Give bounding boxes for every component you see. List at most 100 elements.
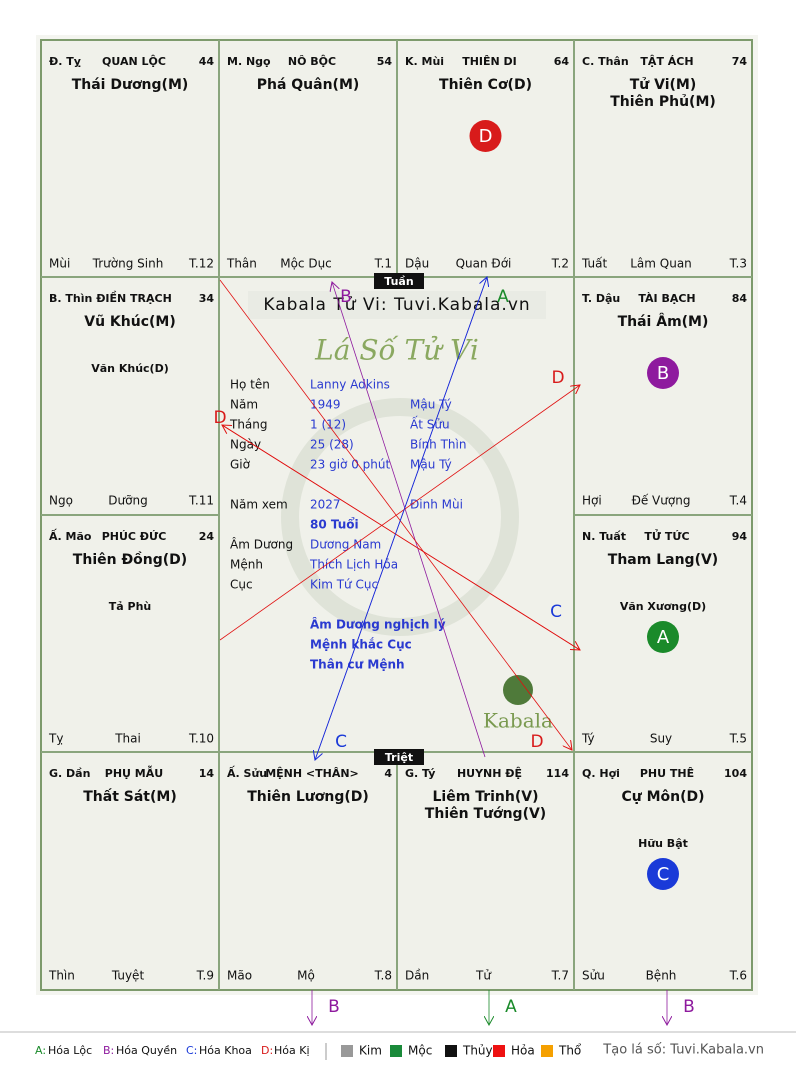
- main-star: Thiên Lương(D): [247, 789, 369, 805]
- main-star: Thất Sát(M): [83, 788, 176, 805]
- info-label: Năm: [230, 398, 258, 412]
- credit: Tạo lá số: Tuvi.Kabala.vn: [602, 1043, 764, 1058]
- palace-month: T.5: [729, 732, 747, 746]
- element-label: Mộc: [408, 1044, 432, 1058]
- palace-number: 24: [199, 530, 215, 543]
- palace-stage: Thai: [114, 732, 141, 746]
- main-star: Thái Dương(M): [72, 77, 189, 93]
- tuan: Tuần: [384, 275, 413, 288]
- palace-stage: Mộc Dục: [280, 257, 332, 271]
- palace-number: 4: [384, 767, 392, 780]
- palace-number: 54: [377, 55, 393, 68]
- badge-letter: C: [657, 864, 670, 885]
- palace-name: QUAN LỘC: [102, 55, 166, 68]
- palace-month: T.2: [551, 257, 569, 271]
- palace-can: G. Dần: [49, 767, 90, 780]
- palace-month: T.1: [374, 257, 392, 271]
- info-value: Lanny Adkins: [310, 378, 390, 392]
- script-title: Lá Số Tử Vi: [314, 334, 479, 367]
- palace-can: C. Thân: [582, 55, 629, 68]
- watermark: Kabala Tử Vi: Tuvi.Kabala.vn: [263, 295, 530, 315]
- arrow-label: C: [335, 732, 347, 752]
- badge-letter: A: [657, 627, 670, 648]
- main-star: Thiên Đồng(D): [73, 551, 187, 568]
- arrow-label: C: [550, 602, 562, 622]
- palace-name: THIÊN DI: [462, 55, 517, 68]
- badge: [647, 357, 679, 389]
- arrow-label: D: [530, 732, 543, 752]
- arrow: [219, 385, 580, 641]
- palace-branch: Thìn: [48, 969, 75, 983]
- palace-can: Ấ. Mão: [49, 528, 92, 543]
- element-swatch: [493, 1045, 505, 1057]
- palace-can: M. Ngọ: [227, 55, 271, 68]
- info-label: Họ tên: [230, 378, 270, 392]
- minor-star: Văn Khúc(D): [91, 362, 169, 375]
- arrow-label: B: [340, 287, 352, 307]
- palace-stage: Trường Sinh: [92, 257, 164, 271]
- palace-can: Đ. Tỵ: [49, 55, 81, 68]
- info-extra: Mậu Tý: [410, 398, 452, 412]
- palace-branch: Sửu: [582, 969, 605, 983]
- info-value: 2027: [310, 498, 341, 512]
- bagua-watermark: [281, 398, 519, 636]
- palace-branch: Mùi: [49, 257, 70, 271]
- palace-number: 84: [732, 292, 748, 305]
- info-extra: Ất Sửu: [410, 416, 450, 432]
- palace-number: 114: [546, 767, 569, 780]
- palace-number: 94: [732, 530, 748, 543]
- logo-tree: [503, 675, 533, 705]
- legend-key: D:: [261, 1044, 273, 1057]
- element-swatch: [445, 1045, 457, 1057]
- legend-key: A:: [35, 1044, 46, 1057]
- palace-can: Q. Hợi: [582, 767, 620, 780]
- element-label: Thủy: [462, 1044, 493, 1058]
- info-label: Ngày: [230, 438, 261, 452]
- palace-branch: Mão: [227, 969, 252, 983]
- palace-stage: Lâm Quan: [630, 257, 692, 271]
- palace-number: 44: [199, 55, 215, 68]
- info-label: Tháng: [229, 418, 268, 432]
- info-note: Mệnh khắc Cục: [310, 638, 412, 652]
- legend-label: Hóa Lộc: [48, 1044, 92, 1057]
- element-label: Kim: [359, 1044, 382, 1058]
- info-value: Kim Tứ Cục: [310, 578, 378, 592]
- palace-branch: Thân: [226, 257, 257, 271]
- arrow-label: A: [505, 997, 517, 1017]
- palace-branch: Dậu: [405, 257, 429, 271]
- palace-name: PHU THÊ: [640, 767, 694, 780]
- arrow-label: B: [328, 997, 340, 1017]
- main-star: Vũ Khúc(M): [84, 314, 176, 330]
- main-star: Thiên Phủ(M): [610, 94, 716, 110]
- palace-name: PHỤ MẪU: [105, 765, 163, 780]
- palace-stage: Dưỡng: [108, 494, 147, 508]
- badge: [647, 858, 679, 890]
- palace-month: T.6: [729, 969, 747, 983]
- main-star: Thái Âm(M): [618, 313, 709, 330]
- arrow-label: A: [497, 287, 509, 307]
- minor-star: Hữu Bật: [638, 837, 688, 850]
- arrow-label: D: [213, 408, 226, 428]
- badge-letter: D: [479, 126, 493, 147]
- info-label: Mệnh: [230, 558, 263, 572]
- palace-number: 64: [554, 55, 570, 68]
- main-star: Cự Môn(D): [621, 789, 704, 805]
- palace-name: NÔ BỘC: [288, 55, 336, 68]
- palace-branch: Tỵ: [48, 732, 63, 746]
- palace-branch: Dần: [405, 969, 429, 983]
- triet: Triệt: [385, 751, 413, 764]
- main-star: Liêm Trinh(V): [433, 789, 539, 805]
- palace-month: T.12: [188, 257, 214, 271]
- palace-can: G. Tý: [405, 767, 435, 780]
- triet-bg: [374, 749, 424, 765]
- legend-label: Hóa Kị: [274, 1044, 310, 1057]
- info-value: 1949: [310, 398, 341, 412]
- palace-branch: Hợi: [582, 494, 602, 508]
- palace-month: T.7: [551, 969, 569, 983]
- element-label: Hỏa: [511, 1044, 535, 1058]
- palace-name: TÀI BẠCH: [638, 292, 695, 305]
- palace-stage: Tử: [475, 969, 492, 983]
- palace-stage: Mộ: [297, 969, 315, 983]
- arrow-label: B: [683, 997, 695, 1017]
